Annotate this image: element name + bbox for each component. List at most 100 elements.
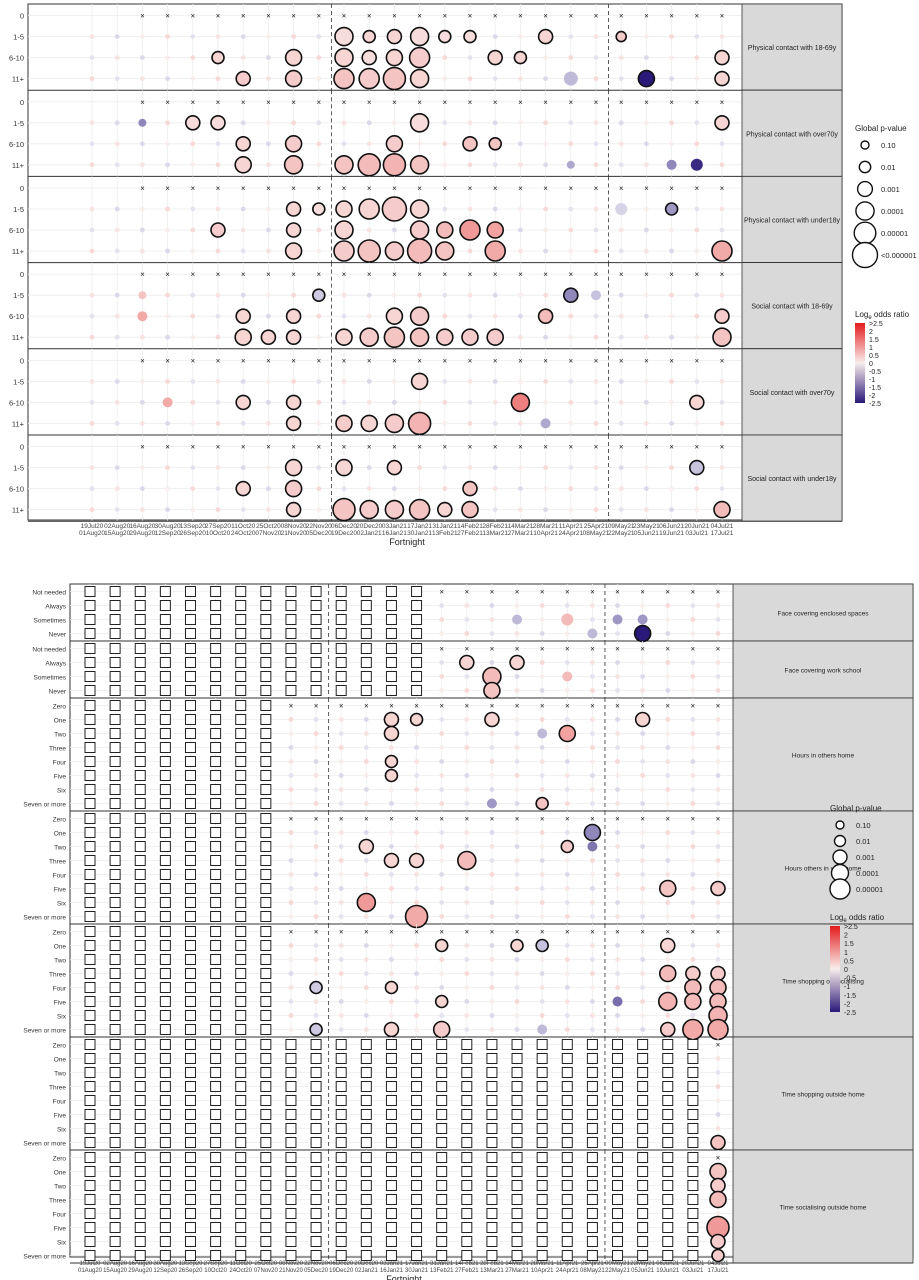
x-tick-label: 28Feb21 [482, 523, 508, 530]
odds-bubble-minor [518, 248, 523, 254]
odds-bubble-minor [543, 55, 548, 60]
odds-bubble-minor [665, 844, 671, 849]
odds-bubble [563, 71, 578, 86]
odds-bubble-minor [266, 313, 271, 319]
odds-bubble-minor [338, 787, 344, 792]
odds-bubble-minor [644, 421, 649, 426]
na-square [586, 1166, 598, 1177]
na-square [159, 1236, 171, 1247]
odds-bubble-minor [140, 248, 145, 254]
na-square [360, 1152, 372, 1163]
na-square [84, 770, 96, 781]
odds-bubble-minor [690, 603, 696, 608]
reference-cross: × [464, 928, 469, 937]
na-square [486, 1180, 498, 1191]
na-square [612, 1039, 624, 1050]
na-square [335, 1236, 347, 1247]
na-square [360, 1039, 372, 1050]
na-square [260, 968, 272, 979]
odds-bubble-minor [89, 292, 95, 298]
na-square [461, 1109, 473, 1120]
x-tick-label: 19Jun21 [656, 1268, 680, 1274]
odds-bubble [463, 29, 477, 44]
odds-bubble-minor [694, 334, 700, 340]
odds-bubble-minor [518, 76, 523, 81]
na-square [360, 1067, 372, 1078]
reference-cross: × [490, 588, 495, 597]
odds-bubble-minor [140, 206, 145, 212]
odds-bubble [333, 67, 355, 90]
odds-bubble [362, 29, 377, 44]
odds-bubble-minor [266, 120, 271, 126]
na-square [159, 671, 171, 682]
odds-bubble-minor [715, 1112, 721, 1117]
odds-bubble-minor [690, 830, 696, 835]
x-tick-label: 16Jan21 [382, 530, 407, 537]
x-tick-label: 17Jan21 [405, 1261, 429, 1267]
na-square [285, 1194, 297, 1205]
odds-bubble [210, 222, 226, 238]
na-square [511, 1236, 523, 1247]
facet-strip [732, 1036, 914, 1151]
x-tick-label: 13Feb21 [432, 530, 458, 537]
odds-bubble-minor [514, 900, 520, 905]
odds-bubble-minor [414, 943, 419, 948]
odds-bubble-minor [543, 465, 548, 470]
na-square [184, 643, 196, 654]
odds-bubble-minor [414, 999, 419, 1004]
na-square [235, 600, 247, 611]
row-label: 11+ [12, 247, 25, 256]
x-tick-label: 13Mar21 [480, 1268, 504, 1274]
odds-bubble [358, 67, 381, 90]
na-square [184, 869, 196, 880]
odds-bubble-minor [165, 507, 171, 512]
na-square [612, 1208, 624, 1219]
color-legend-label: >2.5 [869, 321, 883, 328]
odds-bubble-minor [615, 688, 620, 693]
odds-bubble-minor [464, 731, 470, 736]
reference-cross: × [291, 184, 296, 193]
reference-cross: × [694, 184, 699, 193]
na-square [536, 1222, 548, 1233]
reference-cross: × [291, 443, 296, 452]
na-square [662, 1067, 674, 1078]
odds-bubble [356, 892, 377, 913]
na-square [285, 1081, 297, 1092]
na-square [134, 600, 146, 611]
odds-bubble-minor [288, 886, 294, 891]
size-legend-circle [856, 180, 874, 198]
row-label: Two [54, 1071, 66, 1078]
na-square [184, 940, 196, 951]
reference-cross: × [691, 928, 696, 937]
reference-cross: × [439, 928, 444, 937]
reference-cross: × [543, 443, 548, 452]
na-square [637, 1236, 649, 1247]
odds-bubble-minor [514, 858, 520, 863]
reference-cross: × [615, 645, 620, 654]
odds-bubble-minor [266, 248, 271, 254]
odds-bubble-minor [618, 486, 624, 491]
na-square [159, 1194, 171, 1205]
odds-bubble-minor [518, 162, 523, 168]
odds-bubble-minor [715, 660, 721, 665]
odds-bubble-minor [341, 486, 347, 491]
odds-bubble-minor [644, 313, 649, 319]
odds-bubble-minor [215, 162, 221, 168]
odds-bubble-minor [338, 745, 344, 750]
na-square [235, 827, 247, 838]
na-square [84, 586, 96, 597]
reference-cross: × [392, 184, 397, 193]
reference-cross: × [543, 270, 548, 279]
na-square [310, 1109, 322, 1120]
odds-bubble-minor [539, 717, 545, 722]
odds-bubble [434, 994, 449, 1009]
odds-bubble-minor [439, 745, 445, 750]
odds-bubble [434, 938, 449, 953]
na-square [134, 926, 146, 937]
odds-bubble-minor [593, 34, 599, 39]
odds-bubble-minor [165, 206, 171, 212]
odds-bubble [409, 199, 430, 219]
x-tick-label: 14Feb21 [457, 523, 483, 530]
